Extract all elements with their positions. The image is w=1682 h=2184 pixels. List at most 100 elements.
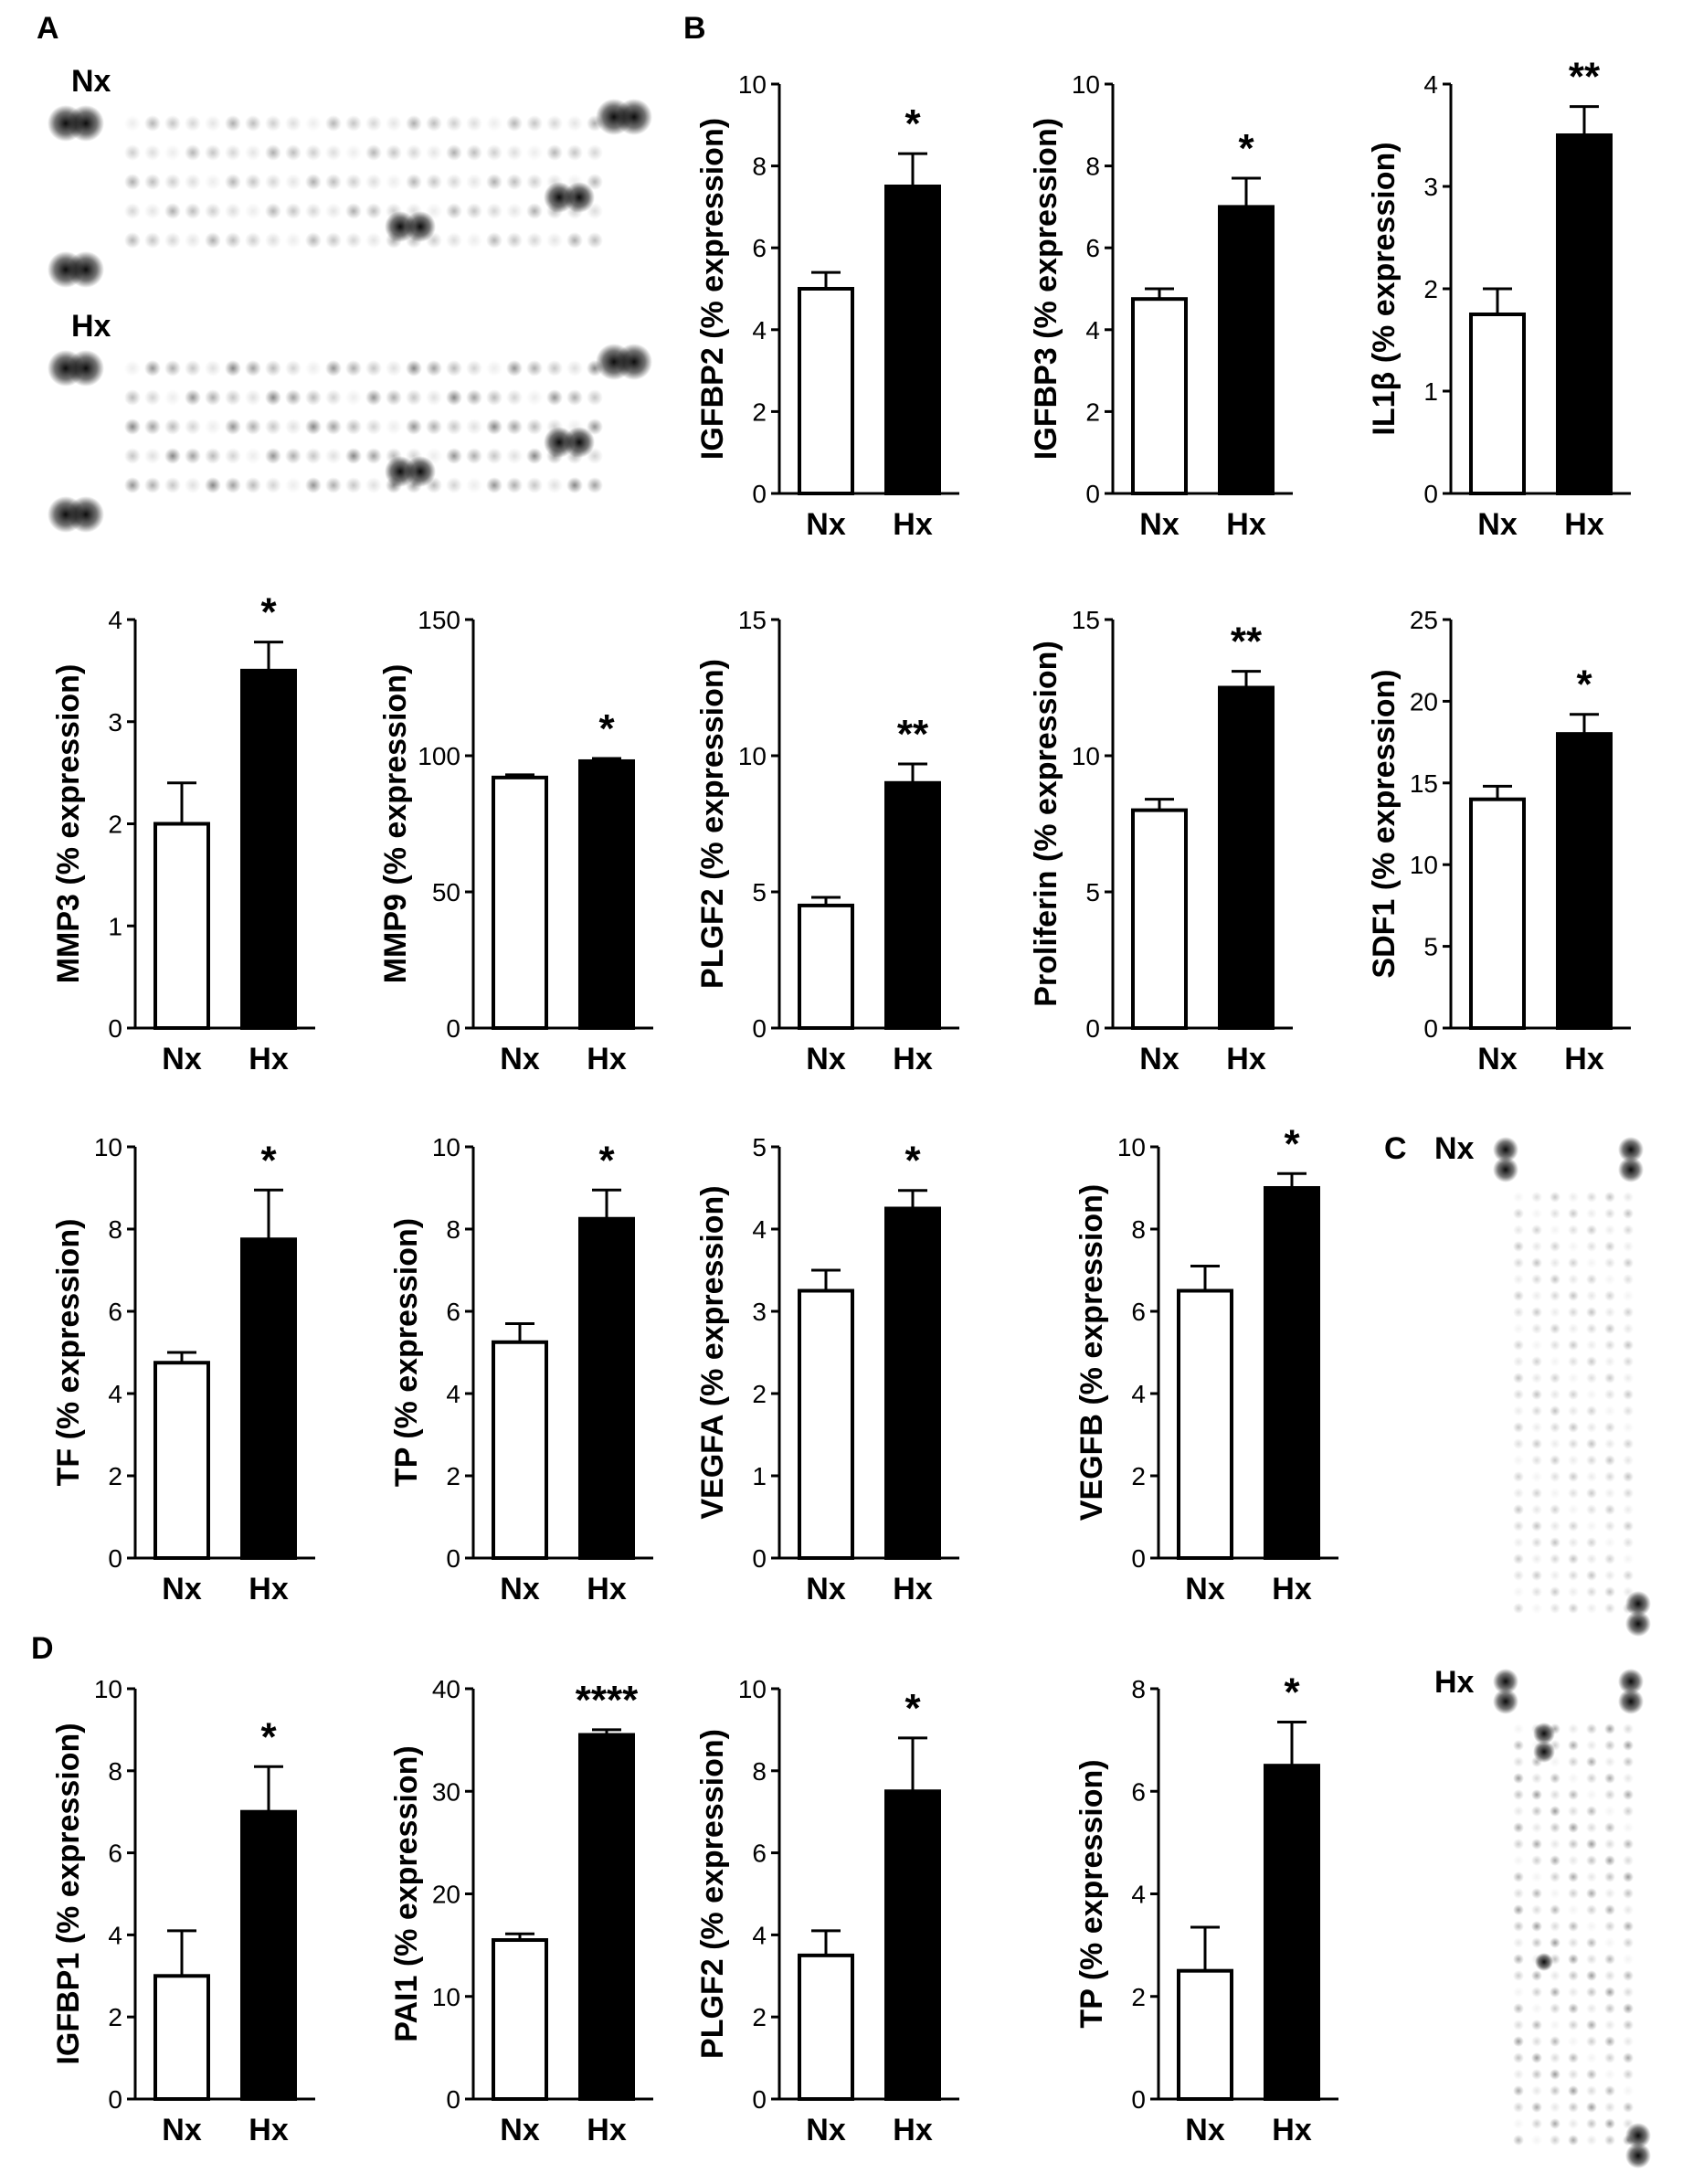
blot-dot	[1604, 1241, 1615, 1252]
blot-dot	[466, 477, 482, 493]
bar-nx	[798, 903, 854, 1031]
y-axis-label: PLGF2 (% expression)	[695, 659, 730, 989]
significance-marker: *	[1284, 1670, 1300, 1714]
blot-dot	[1550, 1488, 1560, 1499]
blot-dot	[1513, 1389, 1524, 1400]
y-axis-label: PAI1 (% expression)	[389, 1745, 424, 2041]
blot-dot	[1531, 1871, 1542, 1882]
blot-dot	[144, 144, 161, 161]
blot-dot	[587, 477, 603, 493]
x-tick-label: Hx	[1226, 507, 1266, 542]
blot-dot	[466, 232, 482, 249]
blot-dot	[1623, 1921, 1634, 1932]
blot-dot	[526, 448, 543, 464]
bar-hx	[1556, 732, 1613, 1030]
blot-dot	[305, 203, 322, 219]
blot-dot	[225, 174, 241, 190]
blot-dot	[1568, 1586, 1579, 1597]
blot-dot	[1550, 1553, 1560, 1564]
blot-dot	[1623, 1570, 1634, 1581]
y-tick-label: 10	[1117, 1133, 1146, 1161]
blot-dot	[144, 232, 161, 249]
blot-dot	[1531, 1405, 1542, 1416]
x-tick-label: Hx	[587, 1572, 627, 1606]
blot-dot	[285, 174, 301, 190]
x-tick-label: Nx	[162, 1572, 202, 1606]
blot-dot	[1586, 1323, 1597, 1334]
blot-dot	[1531, 1603, 1542, 1614]
blot-dot	[1513, 1422, 1524, 1433]
significance-marker: *	[260, 1138, 277, 1182]
y-tick-label: 25	[1410, 606, 1438, 634]
blot-dot	[1513, 1208, 1524, 1219]
blot-dot	[265, 389, 281, 406]
blot-dot	[225, 203, 241, 219]
chart-b-tf: 0 2 4 6 8 10 TF (% expression) Nx Hx *	[51, 1133, 315, 1606]
blot-dot	[1623, 1987, 1634, 1998]
blot-dot	[1604, 1954, 1615, 1965]
blot-dot	[446, 174, 462, 190]
significance-marker: *	[260, 590, 277, 635]
blot-dot	[406, 389, 422, 406]
blot-dot	[1550, 1307, 1560, 1318]
blot-dot	[1586, 1839, 1597, 1850]
blot-dot	[1623, 1455, 1634, 1466]
blot-dot	[1604, 1192, 1615, 1203]
blot-dot	[1531, 1323, 1542, 1334]
blot-dot	[1604, 1756, 1615, 1767]
blot-dot	[426, 115, 442, 132]
blot-dot	[506, 389, 523, 406]
array-spot	[564, 427, 595, 458]
blot-dot	[1550, 1356, 1560, 1367]
blot-dot	[365, 360, 382, 376]
blot-dot	[1531, 1504, 1542, 1515]
bar-nx	[1177, 1288, 1233, 1560]
blot-dot	[1568, 1806, 1579, 1817]
blot-dot	[144, 389, 161, 406]
blot-dot	[1586, 1373, 1597, 1384]
blot-dot	[1586, 1773, 1597, 1784]
blot-dot	[144, 448, 161, 464]
y-axis-label: TF (% expression)	[51, 1219, 86, 1487]
blot-dot	[1586, 1192, 1597, 1203]
blot-dot	[1531, 1822, 1542, 1833]
blot-dot	[1604, 1307, 1615, 1318]
blot-dot	[325, 174, 342, 190]
array-spot	[564, 182, 595, 213]
blot-dot	[1586, 1422, 1597, 1433]
blot-dot	[1623, 1537, 1634, 1548]
blot-dot	[506, 174, 523, 190]
y-axis-label: VEGFA (% expression)	[695, 1185, 730, 1519]
blot-dot	[1604, 1488, 1615, 1499]
x-tick-label: Nx	[500, 2113, 540, 2147]
blot-dot	[325, 203, 342, 219]
chart-d-tp: 0 2 4 6 8 TP (% expression) Nx Hx *	[1074, 1670, 1338, 2147]
blot-dot	[205, 115, 221, 132]
blot-dot	[1604, 1340, 1615, 1351]
blot-dot	[1568, 1192, 1579, 1203]
y-tick-label: 2	[1131, 1462, 1146, 1490]
blot-dot	[124, 232, 141, 249]
y-tick-label: 100	[418, 742, 460, 770]
blot-a-hx-array	[48, 344, 652, 533]
blot-dot	[1513, 1806, 1524, 1817]
y-axis-label: IGFBP3 (% expression)	[1029, 118, 1063, 460]
blot-dot	[285, 477, 301, 493]
blot-dot	[1604, 1537, 1615, 1548]
blot-dot	[426, 419, 442, 435]
blot-dot	[1550, 1921, 1560, 1932]
blot-dot	[426, 174, 442, 190]
x-tick-label: Hx	[893, 1042, 933, 1076]
y-tick-label: 2	[752, 1380, 767, 1408]
bar-nx	[1131, 808, 1188, 1030]
blot-dot	[486, 477, 502, 493]
bar-hx	[578, 758, 635, 1031]
blot-dot	[1568, 1422, 1579, 1433]
blot-dot	[1604, 1839, 1615, 1850]
y-tick-label: 10	[738, 742, 767, 770]
blot-dot	[1568, 2118, 1579, 2129]
blot-dot	[1586, 1340, 1597, 1351]
blot-dot	[124, 419, 141, 435]
blot-dot	[1568, 1257, 1579, 1268]
x-tick-label: Hx	[249, 1572, 289, 1606]
